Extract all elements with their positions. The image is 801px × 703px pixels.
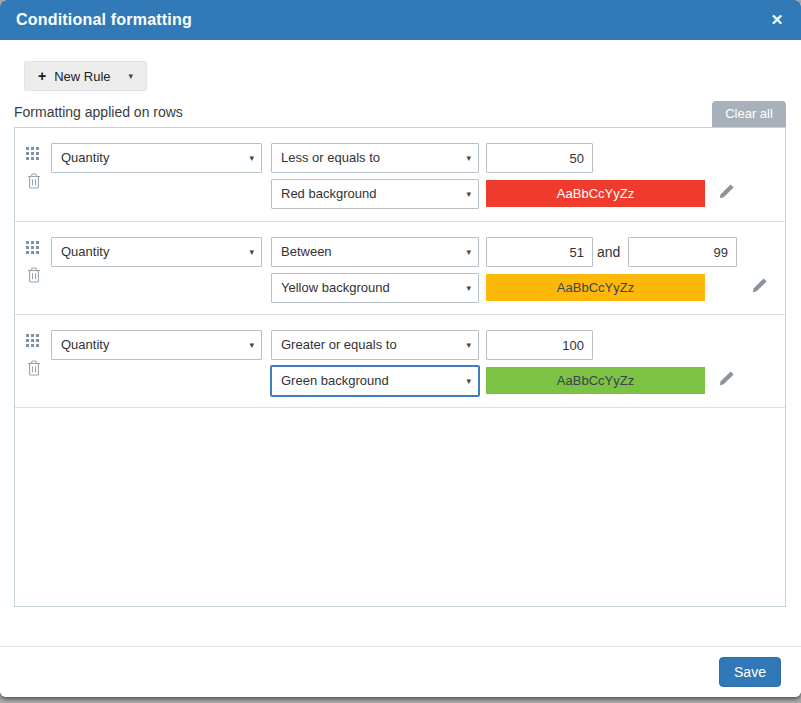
chevron-down-icon: ▾ [249, 331, 254, 359]
conditional-formatting-dialog: Conditional formatting ✕ + New Rule ▾ Fo… [0, 0, 801, 697]
style-select-focused[interactable]: Green background ▾ [271, 366, 479, 396]
field-select-value: Quantity [61, 244, 109, 259]
drag-handle-icon[interactable] [26, 334, 40, 348]
edit-pencil-icon[interactable] [718, 183, 735, 200]
edit-pencil-icon[interactable] [718, 370, 735, 387]
trash-icon[interactable] [27, 360, 41, 376]
trash-icon[interactable] [27, 173, 41, 189]
value-input[interactable] [486, 330, 593, 360]
save-button[interactable]: Save [719, 657, 781, 687]
field-select-value: Quantity [61, 337, 109, 352]
style-select-value: Yellow background [281, 280, 390, 295]
style-select[interactable]: Red background ▾ [271, 179, 479, 209]
clear-all-button[interactable]: Clear all [712, 101, 786, 127]
field-select-value: Quantity [61, 150, 109, 165]
dialog-footer: Save [0, 646, 801, 697]
chevron-down-icon: ▾ [249, 238, 254, 266]
condition-select[interactable]: Between ▾ [271, 237, 479, 267]
dialog-header: Conditional formatting ✕ [0, 0, 801, 40]
condition-select[interactable]: Greater or equals to ▾ [271, 330, 479, 360]
edit-pencil-icon[interactable] [751, 277, 768, 294]
style-select[interactable]: Yellow background ▾ [271, 273, 479, 303]
field-select[interactable]: Quantity ▾ [51, 143, 262, 173]
format-preview-swatch: AaBbCcYyZz [486, 367, 705, 394]
chevron-down-icon: ▾ [466, 331, 471, 359]
and-label: and [597, 244, 620, 260]
condition-select-value: Greater or equals to [281, 337, 397, 352]
chevron-down-icon: ▾ [466, 180, 471, 208]
chevron-down-icon: ▾ [466, 367, 471, 395]
chevron-down-icon: ▾ [466, 144, 471, 172]
chevron-down-icon: ▾ [466, 238, 471, 266]
new-rule-label: New Rule [54, 69, 110, 84]
section-heading: Formatting applied on rows [14, 104, 183, 120]
rule-row-yellow: Quantity ▾ Between ▾ and Yellow backgrou… [15, 222, 785, 315]
value-to-input[interactable] [628, 237, 737, 267]
style-select-value: Green background [281, 373, 389, 388]
condition-select-value: Between [281, 244, 332, 259]
value-from-input[interactable] [486, 237, 593, 267]
field-select[interactable]: Quantity ▾ [51, 237, 262, 267]
drag-handle-icon[interactable] [26, 241, 40, 255]
chevron-down-icon: ▾ [466, 274, 471, 302]
field-select[interactable]: Quantity ▾ [51, 330, 262, 360]
rule-row-green: Quantity ▾ Greater or equals to ▾ Green … [15, 315, 785, 408]
dialog-title: Conditional formatting [16, 0, 192, 40]
style-select-value: Red background [281, 186, 376, 201]
drag-handle-icon[interactable] [26, 147, 40, 161]
rule-row-red: Quantity ▾ Less or equals to ▾ Red backg… [15, 128, 785, 222]
new-rule-dropdown-caret-icon[interactable]: ▾ [129, 71, 134, 81]
format-preview-swatch: AaBbCcYyZz [486, 180, 705, 207]
format-preview-swatch: AaBbCcYyZz [486, 274, 705, 301]
trash-icon[interactable] [27, 267, 41, 283]
condition-select[interactable]: Less or equals to ▾ [271, 143, 479, 173]
plus-icon: + [38, 68, 46, 84]
close-icon[interactable]: ✕ [766, 9, 788, 31]
condition-select-value: Less or equals to [281, 150, 380, 165]
chevron-down-icon: ▾ [249, 144, 254, 172]
rules-container: Quantity ▾ Less or equals to ▾ Red backg… [14, 127, 786, 607]
value-input[interactable] [486, 143, 593, 173]
new-rule-button[interactable]: + New Rule ▾ [24, 61, 147, 91]
